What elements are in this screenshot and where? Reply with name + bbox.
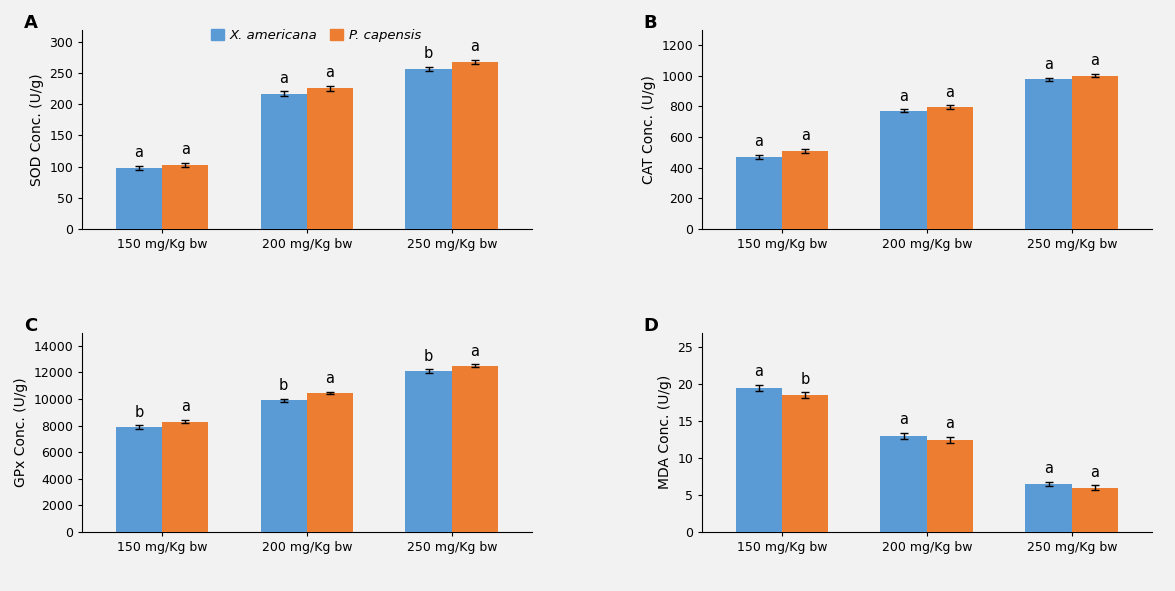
Text: a: a [754,365,764,379]
Y-axis label: CAT Conc. (U/g): CAT Conc. (U/g) [642,75,656,184]
Text: b: b [424,349,434,363]
Bar [115,427,162,532]
Text: a: a [1045,461,1053,476]
Text: a: a [946,85,954,100]
Bar [781,395,828,532]
Text: a: a [899,413,908,427]
Bar [162,165,208,229]
Bar [927,107,973,229]
Text: a: a [325,371,335,386]
Text: a: a [470,40,479,54]
Text: a: a [134,145,143,160]
Text: A: A [24,14,38,31]
Text: a: a [181,400,189,414]
Legend: X. americana, P. capensis: X. americana, P. capensis [206,24,427,48]
Bar [927,440,973,532]
Bar [162,421,208,532]
Bar [781,151,828,229]
Text: b: b [424,46,434,61]
Bar [1026,79,1072,229]
Text: b: b [800,372,810,387]
Text: C: C [24,317,38,335]
Bar [452,366,498,532]
Text: a: a [470,344,479,359]
Text: a: a [1090,53,1100,68]
Text: b: b [134,405,143,420]
Text: a: a [946,416,954,431]
Bar [405,371,452,532]
Text: B: B [644,14,658,31]
Bar [115,168,162,229]
Bar [736,157,781,229]
Text: a: a [1090,465,1100,480]
Bar [307,393,354,532]
Text: a: a [325,65,335,80]
Y-axis label: MDA Conc. (U/g): MDA Conc. (U/g) [658,375,672,489]
Bar [880,111,927,229]
Bar [405,69,452,229]
Text: b: b [280,378,288,393]
Text: D: D [644,317,659,335]
Bar [261,400,307,532]
Bar [261,94,307,229]
Bar [1072,76,1119,229]
Bar [307,88,354,229]
Bar [1072,488,1119,532]
Bar [1026,484,1072,532]
Text: a: a [181,142,189,157]
Text: a: a [280,71,288,86]
Bar [736,388,781,532]
Text: a: a [1045,57,1053,72]
Bar [880,436,927,532]
Y-axis label: GPx Conc. (U/g): GPx Conc. (U/g) [14,378,28,487]
Bar [452,62,498,229]
Text: a: a [800,128,810,143]
Y-axis label: SOD Conc. (U/g): SOD Conc. (U/g) [29,73,43,186]
Text: a: a [899,89,908,103]
Text: a: a [754,134,764,150]
